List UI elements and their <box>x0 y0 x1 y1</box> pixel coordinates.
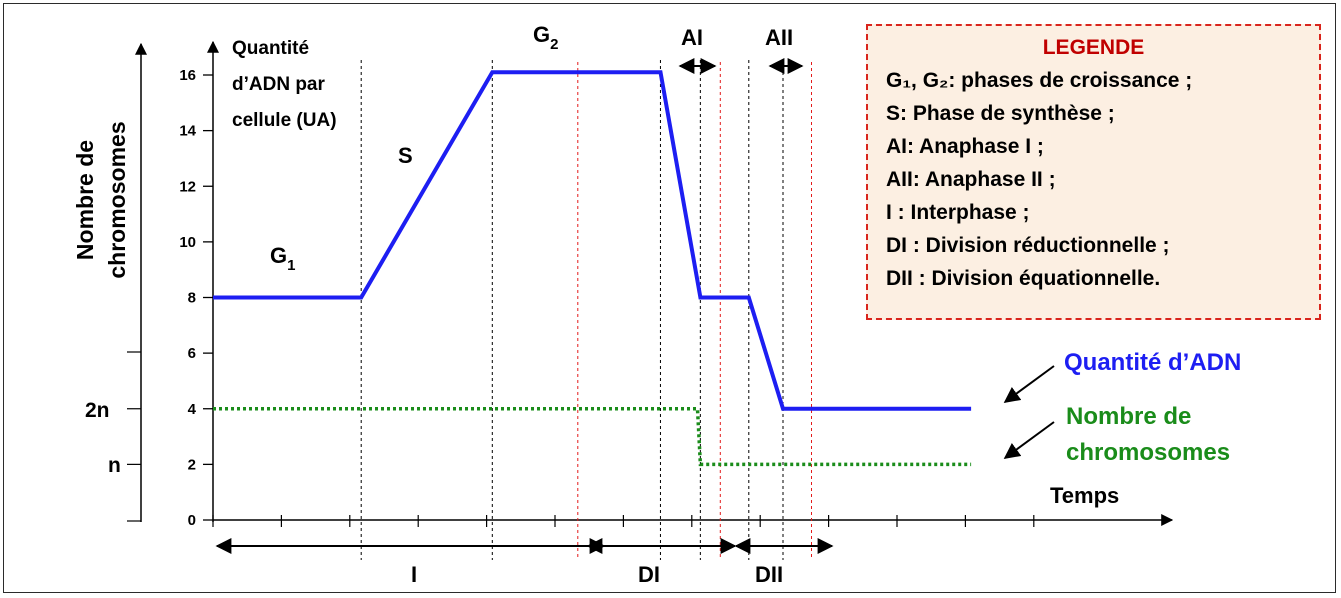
y-tick-label: 10 <box>179 234 196 251</box>
legend-item: G₁, G₂: phases de croissance ; <box>886 69 1193 92</box>
chromosome-series-label-line1: Nombre de <box>1066 403 1191 430</box>
phase-label-aii: AII <box>765 25 793 50</box>
legend-item: DI : Division réductionnelle ; <box>886 234 1170 257</box>
label-2n: 2n <box>85 399 110 422</box>
y-tick-label: 16 <box>179 67 196 84</box>
legend-item: S: Phase de synthèse ; <box>886 102 1115 125</box>
legend-item: DII : Division équationnelle. <box>886 267 1161 290</box>
phase-label-s: S <box>398 143 413 168</box>
y-tick-label: 8 <box>188 290 196 307</box>
label-n: n <box>108 454 121 477</box>
y-tick-label: 4 <box>188 401 197 418</box>
legend-item: AI: Anaphase I ; <box>886 135 1044 158</box>
chromosome-series-label-line2: chromosomes <box>1066 439 1230 466</box>
y-tick-label: 6 <box>188 345 196 362</box>
period-label-di: DI <box>638 562 660 587</box>
legend-item: I : Interphase ; <box>886 201 1030 224</box>
chromosome-count-line <box>213 407 972 467</box>
phase-label-ai: AI <box>681 25 703 50</box>
y-tick-label: 12 <box>179 178 196 195</box>
chromosome-pointer-arrow <box>1003 421 1055 459</box>
y-tick-label: 2 <box>188 456 196 473</box>
y-tick-label: 14 <box>179 123 196 140</box>
figure-frame <box>3 3 1336 593</box>
phase-label-g2: G2 <box>533 22 558 53</box>
inner-y-label-line1: Quantité <box>232 38 309 59</box>
outer-y-label-line1: Nombre de <box>72 140 98 260</box>
period-label-dii: DII <box>755 562 783 587</box>
legend-title: LEGENDE <box>1042 36 1145 59</box>
dna-pointer-arrow <box>1003 365 1055 403</box>
dna-series-label: Quantité d’ADN <box>1064 349 1241 376</box>
inner-y-label-line3: cellule (UA) <box>232 110 337 131</box>
phase-label-g1: G1 <box>270 243 295 274</box>
inner-y-label-line2: d’ADN par <box>232 74 326 95</box>
period-label-i: I <box>411 562 417 587</box>
y-tick-label: 0 <box>188 512 196 529</box>
x-axis-label: Temps <box>1050 483 1119 508</box>
dna-quantity-line <box>213 70 972 411</box>
outer-y-label-line2: chromosomes <box>104 121 130 278</box>
legend-box: LEGENDE G₁, G₂: phases de croissance ; S… <box>866 24 1321 320</box>
legend-item: AII: Anaphase II ; <box>886 168 1056 191</box>
